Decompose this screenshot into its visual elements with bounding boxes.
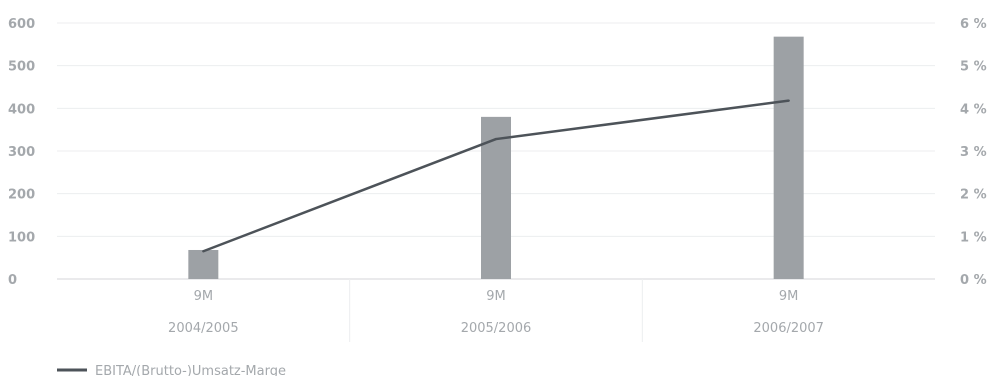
period-label: 2006/2007: [753, 321, 824, 336]
bar: [773, 36, 804, 279]
right-tick-label: 5 %: [960, 60, 987, 75]
right-tick-label: 6 %: [960, 17, 987, 32]
bar-series: [188, 36, 804, 279]
right-tick-label: 2 %: [960, 188, 987, 203]
left-tick-label: 300: [8, 145, 35, 160]
right-y-axis: 0 % 1 % 2 % 3 % 4 % 5 % 6 %: [960, 17, 987, 288]
right-tick-label: 1 %: [960, 230, 987, 245]
left-tick-label: 200: [8, 188, 35, 203]
category-label: 9M: [779, 289, 799, 304]
category-separators: [349, 279, 643, 342]
line-series: [202, 99, 790, 253]
left-tick-label: 400: [8, 102, 35, 117]
x-axis-labels: 9M 2004/2005 9M 2005/2006 9M 2006/2007: [168, 289, 824, 336]
right-tick-label: 4 %: [960, 102, 987, 117]
bar: [481, 116, 511, 279]
line-point: [787, 99, 790, 102]
legend-label: EBITA/(Brutto-)Umsatz-Marge: [95, 364, 286, 376]
line-point: [494, 137, 498, 141]
right-tick-label: 3 %: [960, 145, 987, 160]
period-label: 2005/2006: [461, 321, 532, 336]
left-y-axis: 0 100 200 300 400 500 600: [8, 17, 35, 288]
left-tick-label: 500: [8, 60, 35, 75]
period-label: 2004/2005: [168, 321, 239, 336]
category-label: 9M: [486, 289, 506, 304]
legend: EBITA/(Brutto-)Umsatz-Marge: [57, 364, 286, 376]
right-tick-label: 0 %: [960, 273, 987, 288]
left-tick-label: 600: [8, 17, 35, 32]
category-label: 9M: [194, 289, 214, 304]
left-tick-label: 100: [8, 230, 35, 245]
line-point: [202, 250, 205, 253]
left-tick-label: 0: [8, 273, 17, 288]
bar: [188, 249, 219, 279]
